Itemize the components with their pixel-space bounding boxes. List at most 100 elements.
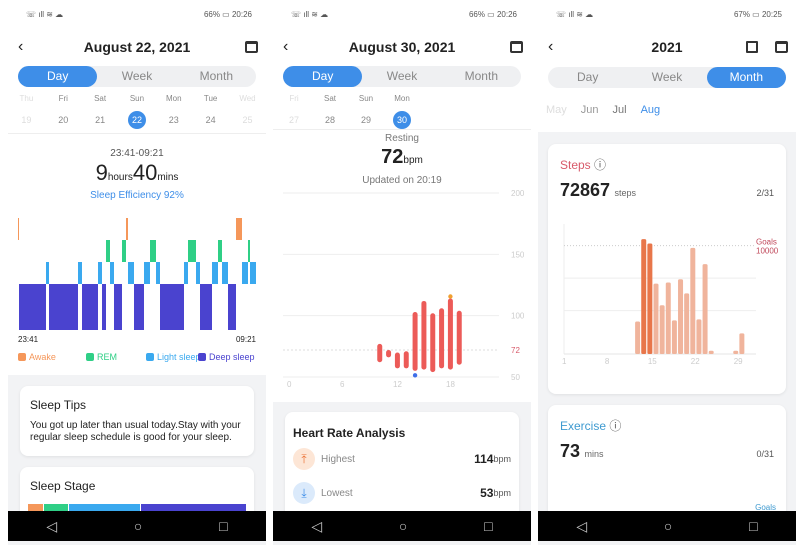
heart-rate-bar: [421, 300, 427, 370]
day-number: 24: [205, 115, 216, 125]
day-name: Wed: [239, 94, 256, 103]
tab-day[interactable]: Day: [576, 70, 599, 84]
month-aug[interactable]: Aug: [640, 104, 661, 116]
day-number: 27: [288, 115, 299, 125]
resting-value: 72bpm: [381, 146, 423, 168]
month-jun[interactable]: Jun: [580, 104, 599, 116]
calendar-icon[interactable]: [775, 41, 788, 53]
day-name: Mon: [394, 94, 410, 103]
deep-swatch: [198, 353, 206, 361]
tab-week[interactable]: Week: [386, 69, 418, 83]
legend-light: Light sleep: [146, 352, 201, 362]
day-item[interactable]: Thu 19: [17, 94, 35, 129]
updated-time: Updated on 20:19: [362, 175, 442, 186]
heart-rate-bar: [456, 310, 462, 365]
sleep-tips-card[interactable]: Sleep Tips You got up later than usual t…: [20, 386, 254, 456]
day-item[interactable]: Wed 25: [238, 94, 256, 129]
android-nav-bar: ◁ ○ □: [538, 511, 796, 541]
day-number: 25: [242, 115, 253, 125]
day-item[interactable]: Sun 22: [127, 94, 146, 129]
recents-nav-icon[interactable]: □: [219, 518, 228, 534]
home-nav-icon[interactable]: ○: [663, 518, 673, 534]
heart-rate-bar: [430, 313, 436, 373]
day-item[interactable]: Tue 24: [202, 94, 220, 129]
x-tick-label: 29: [734, 357, 743, 366]
heart-rate-bar: [403, 351, 409, 369]
recents-nav-icon[interactable]: □: [749, 518, 758, 534]
calendar-icon[interactable]: [510, 41, 523, 53]
legend-rem: REM: [86, 352, 117, 362]
heart-rate-analysis-card: Heart Rate Analysis ⤒ Highest 114 bpm ⤓ L…: [285, 412, 519, 522]
home-nav-icon[interactable]: ○: [398, 518, 408, 534]
back-button[interactable]: ‹: [18, 38, 24, 55]
sleep-segment-light-sleep: [184, 262, 188, 284]
sleep-segment-light-sleep: [144, 262, 150, 284]
day-name: Fri: [58, 94, 68, 103]
day-item[interactable]: Sat 28: [321, 94, 339, 129]
info-icon[interactable]: ⓘ: [594, 158, 607, 172]
tab-month[interactable]: Month: [706, 67, 786, 88]
month-may[interactable]: May: [546, 104, 567, 116]
day-name: Sun: [358, 94, 374, 103]
heart-rate-bar: [377, 343, 383, 363]
day-item[interactable]: Mon 30: [393, 94, 411, 129]
day-item[interactable]: Fri 27: [285, 94, 303, 129]
calendar-icon[interactable]: [245, 41, 258, 53]
tab-month[interactable]: Month: [464, 69, 498, 83]
heart-rate-bar: [439, 308, 445, 369]
day-picker: Thu 19 Fri 20 Sat 21 Sun 22 Mon 23 Tue 24 Wed 25: [8, 94, 266, 129]
steps-title: Steps ⓘ: [560, 158, 607, 172]
sleep-segment-light-sleep: [250, 262, 256, 284]
sleep-segment-deep-sleep: [228, 284, 236, 330]
sleep-segment-deep-sleep: [49, 284, 51, 330]
share-icon[interactable]: [746, 41, 758, 53]
back-nav-icon[interactable]: ◁: [311, 517, 323, 534]
status-bar: ☏ ıll ≋ ☁ 66% ▭ 20:26: [291, 10, 517, 19]
day-picker: Fri 27 Sat 28 Sun 29 Mon 30: [273, 94, 531, 129]
tab-month[interactable]: Month: [199, 69, 233, 83]
tab-week[interactable]: Week: [121, 69, 153, 83]
back-button[interactable]: ‹: [283, 38, 289, 55]
sleep-segment-deep-sleep: [51, 284, 78, 330]
day-item[interactable]: Fri 20: [54, 94, 72, 129]
back-button[interactable]: ‹: [548, 38, 554, 55]
sleep-segment-rem: [106, 240, 110, 262]
day-number: 23: [168, 115, 179, 125]
goal-label: Goals: [756, 238, 777, 247]
sleep-end: 09:21: [235, 335, 256, 344]
recents-nav-icon[interactable]: □: [484, 518, 493, 534]
sleep-tips-text: You got up later than usual today.Stay w…: [30, 420, 241, 443]
tab-day[interactable]: Day: [18, 66, 98, 87]
day-item[interactable]: Sat 21: [91, 94, 109, 129]
day-name: Sun: [129, 94, 145, 103]
sleep-segment-light-sleep: [222, 262, 228, 284]
exercise-title: Exercise ⓘ: [560, 419, 622, 433]
home-nav-icon[interactable]: ○: [133, 518, 143, 534]
day-item[interactable]: Mon 23: [165, 94, 183, 129]
back-nav-icon[interactable]: ◁: [576, 517, 588, 534]
arrow-down-icon: ⤓: [293, 482, 315, 504]
sleep-segment-deep-sleep: [170, 284, 184, 330]
heart-rate-chart: 200 150 100 50 72 0 6 12 18: [283, 189, 525, 389]
stage-segment: [28, 504, 44, 514]
tab-week[interactable]: Week: [651, 70, 683, 84]
resting-line-label: 72: [511, 346, 520, 355]
sleep-segment-awake: [18, 218, 19, 240]
info-icon[interactable]: ⓘ: [609, 419, 622, 433]
sleep-segment-light-sleep: [110, 262, 114, 284]
day-item[interactable]: Sun 29: [357, 94, 375, 129]
tab-day[interactable]: Day: [283, 66, 363, 87]
sleep-segment-deep-sleep: [114, 284, 122, 330]
day-name: Fri: [289, 94, 299, 103]
sleep-segment-deep-sleep: [82, 284, 98, 330]
steps-bar: [647, 243, 653, 354]
steps-card[interactable]: Steps ⓘ 72867 steps 2/31 Goals 10000 1 8 15 2…: [548, 144, 786, 394]
day-number: 19: [21, 115, 32, 125]
month-jul[interactable]: Jul: [612, 104, 627, 116]
sleep-screen: ☏ ıll ≋ ☁ 66% ▭ 20:26 ‹ August 22, 2021 Da…: [8, 0, 266, 545]
sleep-duration: 9hours40mins: [95, 160, 179, 185]
steps-bar: [739, 333, 745, 354]
back-nav-icon[interactable]: ◁: [46, 517, 58, 534]
day-name: Tue: [203, 94, 218, 103]
